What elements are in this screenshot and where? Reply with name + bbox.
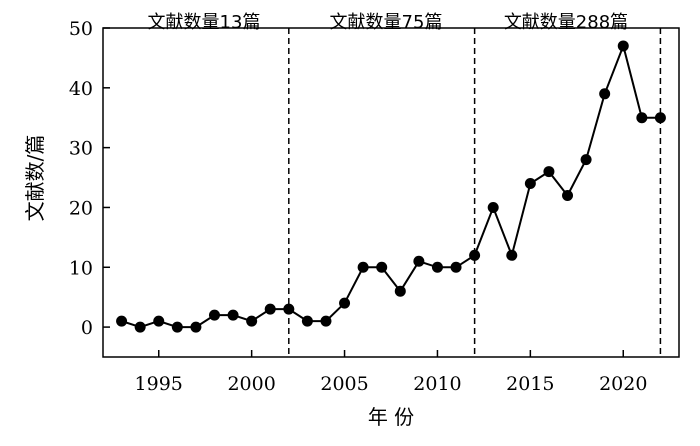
plot-frame — [102, 27, 680, 358]
data-point — [450, 261, 462, 273]
data-point — [562, 189, 574, 201]
period-label-2: 文献数量75篇 — [330, 12, 443, 33]
data-point — [171, 321, 183, 333]
data-point — [580, 154, 592, 166]
data-point — [116, 315, 128, 327]
data-point — [394, 285, 406, 297]
period-dividers — [288, 28, 662, 357]
y-tick-label: 50 — [69, 18, 93, 40]
data-point — [190, 321, 202, 333]
data-point — [524, 178, 536, 190]
y-tick-label: 20 — [69, 197, 93, 219]
data-point — [246, 315, 258, 327]
x-tick-label: 2010 — [413, 373, 461, 395]
data-point — [654, 112, 666, 124]
data-point — [301, 315, 313, 327]
y-axis-ticks: 0 10 20 30 40 50 — [69, 18, 110, 339]
data-point — [543, 166, 555, 178]
period-annotations: 文献数量13篇 文献数量75篇 文献数量288篇 — [148, 12, 629, 33]
data-point — [617, 40, 629, 52]
data-point — [208, 309, 220, 321]
data-point — [487, 201, 499, 213]
series-line-group — [121, 42, 661, 329]
x-tick-label: 1995 — [135, 373, 183, 395]
data-point — [413, 255, 425, 267]
period-label-1: 文献数量13篇 — [148, 12, 261, 33]
data-point — [376, 261, 388, 273]
series-line — [121, 42, 661, 329]
data-point — [153, 315, 165, 327]
plot-border — [102, 27, 680, 358]
data-point — [227, 309, 239, 321]
data-point — [636, 112, 648, 124]
y-axis-title: 文献数/篇 — [23, 135, 47, 222]
y-tick-label: 40 — [69, 78, 93, 100]
data-point — [431, 261, 443, 273]
data-point — [357, 261, 369, 273]
x-axis-ticks: 1995 2000 2005 2010 2015 2020 — [135, 350, 647, 395]
x-tick-label: 2020 — [599, 373, 647, 395]
x-tick-label: 2000 — [227, 373, 275, 395]
data-point — [320, 315, 332, 327]
data-point — [264, 303, 276, 315]
y-tick-label: 10 — [69, 257, 93, 279]
x-tick-label: 2015 — [506, 373, 554, 395]
y-tick-label: 30 — [69, 138, 93, 160]
period-label-3: 文献数量288篇 — [504, 12, 628, 33]
data-point — [339, 297, 351, 309]
data-point — [283, 303, 295, 315]
data-point — [506, 249, 518, 261]
data-point — [469, 249, 481, 261]
data-point — [599, 88, 611, 100]
y-tick-label: 0 — [81, 317, 93, 339]
x-axis-title: 年 份 — [368, 405, 414, 429]
x-tick-label: 2005 — [320, 373, 368, 395]
data-points — [116, 40, 666, 333]
data-point — [134, 321, 146, 333]
